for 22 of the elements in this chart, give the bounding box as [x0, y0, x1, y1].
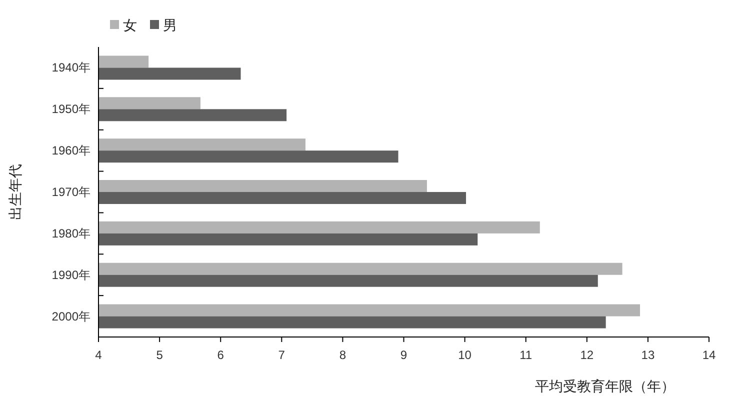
y-tick-label: 2000年 — [52, 309, 90, 324]
legend-label: 女 — [123, 17, 137, 33]
y-tick-label: 1990年 — [52, 268, 90, 282]
x-tick-label: 6 — [217, 348, 224, 362]
y-tick-label: 1970年 — [52, 185, 90, 199]
x-tick-label: 10 — [458, 348, 472, 362]
y-tick-label: 1950年 — [52, 102, 90, 116]
y-tick-label: 1960年 — [52, 144, 90, 158]
x-tick-label: 14 — [702, 348, 716, 362]
x-axis-title: 平均受教育年限（年） — [535, 378, 675, 394]
y-tick-label: 1940年 — [52, 60, 90, 75]
y-tick-label: 1980年 — [52, 226, 90, 240]
x-tick-label: 13 — [641, 348, 655, 362]
x-tick-label: 4 — [95, 348, 102, 362]
x-tick-label: 9 — [400, 348, 408, 362]
x-tick-label: 12 — [580, 348, 594, 362]
x-tick-label: 5 — [156, 348, 164, 362]
legend-label: 男 — [163, 17, 177, 33]
x-tick-label: 8 — [339, 348, 346, 362]
x-tick-label: 11 — [520, 348, 532, 362]
y-axis-title: 出生年代 — [7, 164, 23, 220]
x-tick-label: 7 — [278, 348, 286, 362]
